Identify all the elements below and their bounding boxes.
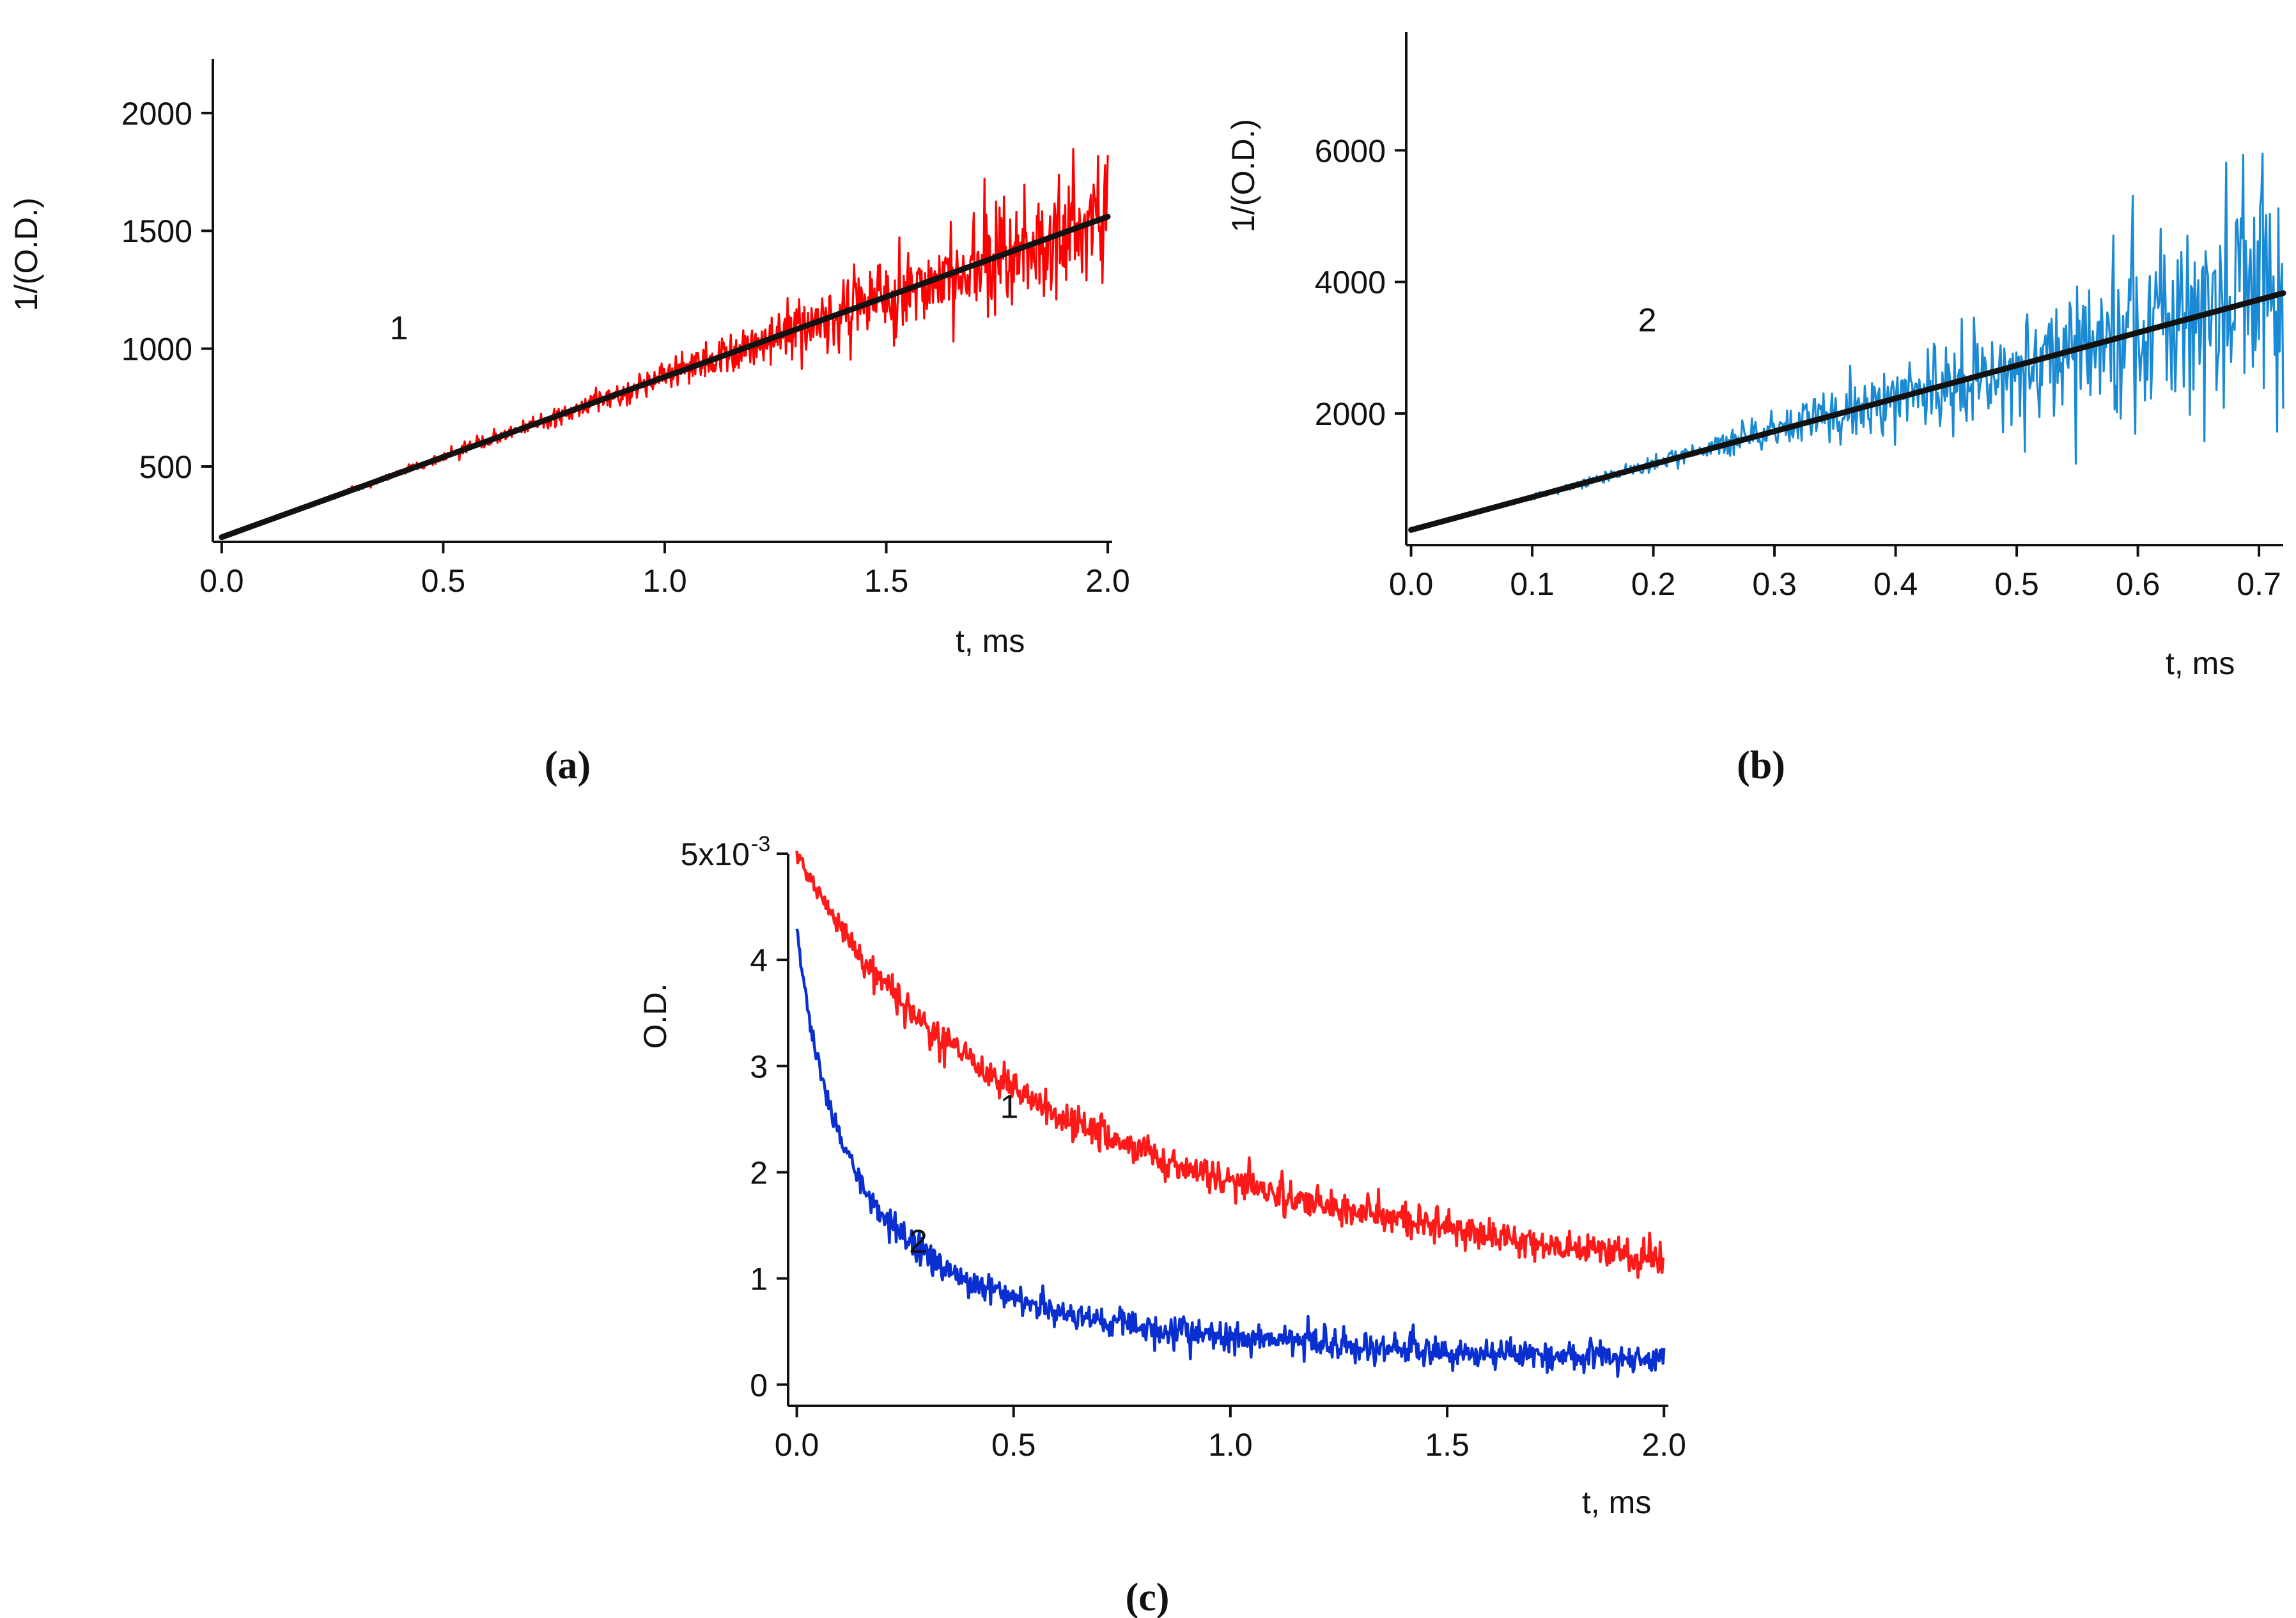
panel-b-x-tick-label: 0.5 (1994, 566, 2039, 602)
panel-c-curve-labels: 12 (909, 1089, 1018, 1261)
panel-b-x-tick-label: 0.1 (1510, 566, 1555, 602)
panel-c-x-tick-label: 0.5 (991, 1427, 1036, 1463)
panel-a-y-tick-label: 2000 (121, 96, 192, 132)
panel-c-series (795, 851, 1666, 1378)
panel-a-y-tick-label: 500 (139, 449, 192, 485)
panel-a-y-tick-label: 1000 (121, 332, 192, 367)
panel-c-decay-trace-1 (795, 851, 1665, 1279)
panel-b-chart: 0.0 0.1 0.2 0.3 0.4 0.5 0.6 0.7 2000 4000 6000 t,… (1225, 32, 2286, 787)
panel-c-y-tick-label: 1 (750, 1261, 768, 1297)
panel-b-x-tick-label: 0.4 (1873, 566, 1918, 602)
panel-a-fit-line (219, 213, 1111, 541)
panel-b-series (1408, 153, 2286, 533)
panel-b-label: (b) (1737, 744, 1785, 787)
panel-b-x-tick-label: 0.0 (1389, 566, 1434, 602)
panel-b-x-tick-label: 0.6 (2116, 566, 2160, 602)
panel-a-y-ticks: 500 1000 1500 2000 (121, 96, 213, 485)
panel-b-x-label: t, ms (2166, 645, 2235, 681)
panel-b-y-tick-label: 2000 (1315, 396, 1386, 432)
panel-a-data-trace (221, 148, 1109, 538)
panel-c-x-tick-label: 1.5 (1425, 1427, 1470, 1463)
panel-a-x-tick-label: 0.0 (199, 563, 244, 599)
panel-c-y-label: O.D. (637, 983, 673, 1049)
panel-c-y-ticks: 0 1 2 3 4 5x10 -3 (681, 832, 788, 1403)
panel-c-y-exponent: -3 (751, 832, 770, 856)
panel-a-chart: 0.0 0.5 1.0 1.5 2.0 500 1000 1500 2000 t, ms 1/… (8, 59, 1130, 787)
panel-c-y-tick-label: 2 (750, 1155, 768, 1190)
panel-a-y-label: 1/(O.D.) (8, 197, 44, 311)
panel-a-x-ticks: 0.0 0.5 1.0 1.5 2.0 (199, 542, 1130, 599)
panel-a-series (219, 148, 1111, 541)
panel-a-x-tick-label: 1.5 (864, 563, 909, 599)
panel-b-x-tick-label: 0.7 (2237, 566, 2281, 602)
panel-b-x-tick-label: 0.3 (1752, 566, 1797, 602)
panel-b-y-label: 1/(O.D.) (1225, 119, 1261, 233)
panel-c-label: (c) (1126, 1576, 1170, 1618)
panel-c-y-tick-label: 0 (750, 1368, 768, 1403)
panel-c-x-tick-label: 1.0 (1208, 1427, 1253, 1463)
panel-b-data-trace (1410, 153, 2284, 532)
panel-a-label: (a) (545, 744, 591, 787)
panel-a-x-label: t, ms (956, 623, 1025, 659)
panel-b-fit-line (1408, 290, 2286, 533)
panel-a-y-tick-label: 1500 (121, 213, 192, 249)
panel-b-y-tick-label: 4000 (1315, 265, 1386, 300)
panel-c-curve-label-1: 1 (1000, 1089, 1018, 1126)
panel-b-y-ticks: 2000 4000 6000 (1315, 133, 1406, 432)
panel-c-y-tick-label: 5x10 (681, 836, 750, 872)
panel-c-decay-trace-2 (795, 928, 1666, 1378)
panel-c-x-tick-label: 0.0 (775, 1427, 819, 1463)
panel-c-x-ticks: 0.0 0.5 1.0 1.5 2.0 (775, 1406, 1686, 1463)
panel-a-x-tick-label: 2.0 (1085, 563, 1130, 599)
panel-b-y-tick-label: 6000 (1315, 133, 1386, 169)
panel-c-y-tick-label: 3 (750, 1049, 768, 1084)
panel-c-y-tick-label: 4 (750, 943, 768, 978)
panel-c-x-label: t, ms (1582, 1484, 1651, 1520)
panel-a-x-tick-label: 1.0 (642, 563, 687, 599)
panel-c-x-tick-label: 2.0 (1641, 1427, 1686, 1463)
panel-b-x-ticks: 0.0 0.1 0.2 0.3 0.4 0.5 0.6 0.7 (1389, 545, 2281, 602)
panel-a-x-tick-label: 0.5 (421, 563, 466, 599)
panel-a-curve-label: 1 (390, 310, 408, 347)
panel-b-curve-label: 2 (1638, 302, 1657, 339)
panel-b-x-tick-label: 0.2 (1631, 566, 1676, 602)
panel-c-curve-label-2: 2 (909, 1224, 927, 1261)
